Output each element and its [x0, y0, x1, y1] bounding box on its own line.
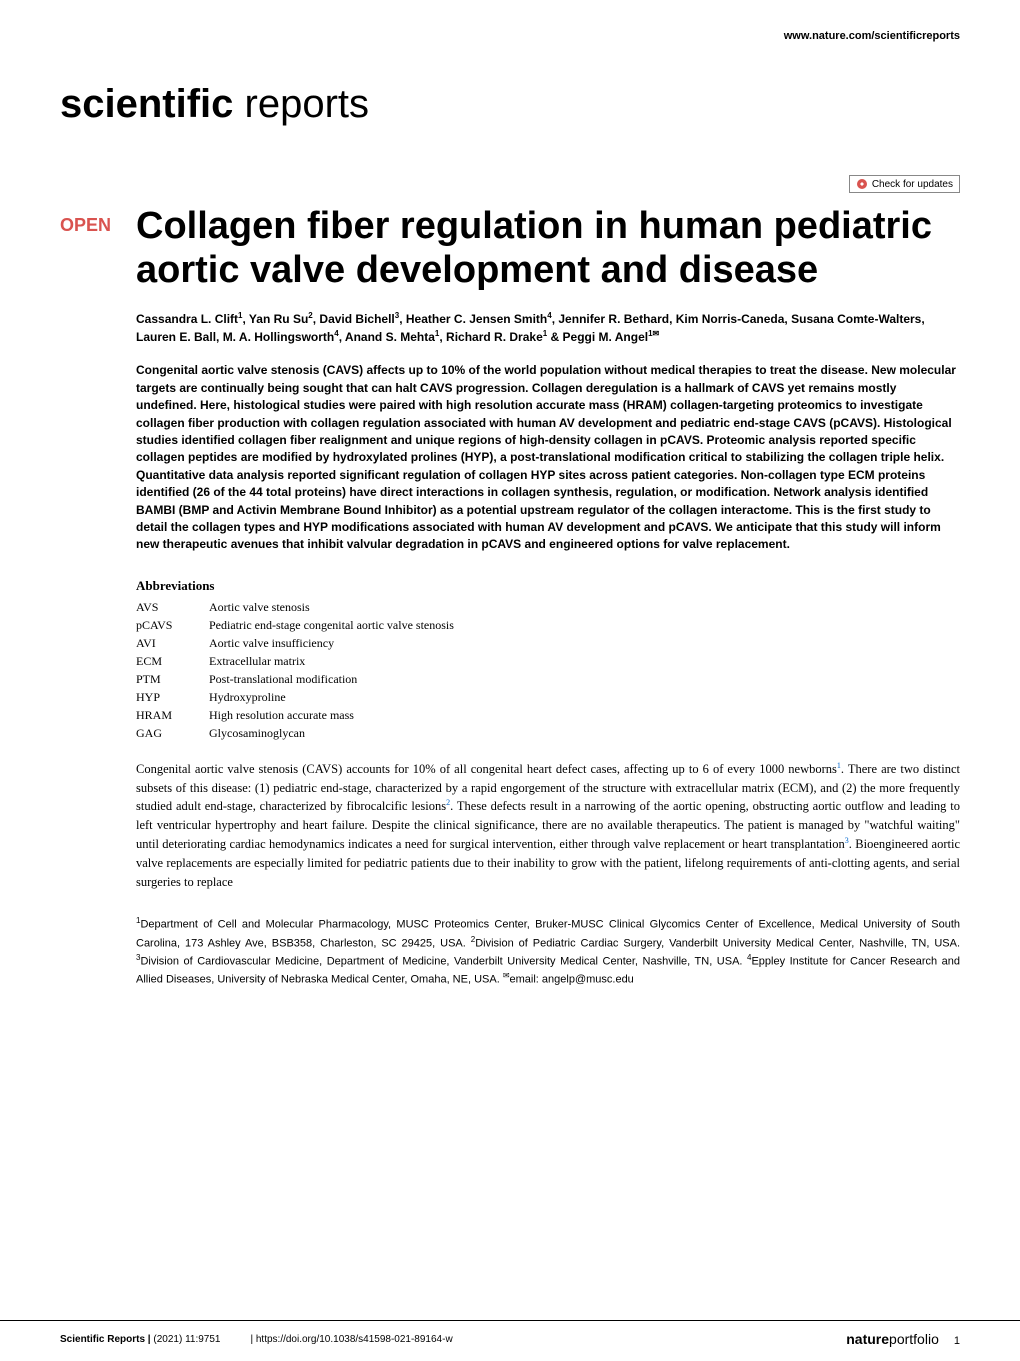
abbrev-val: Aortic valve insufficiency [209, 634, 334, 652]
abbrev-key: HYP [136, 688, 191, 706]
abbrev-row: AVS Aortic valve stenosis [136, 598, 960, 616]
footer-doi[interactable]: | https://doi.org/10.1038/s41598-021-891… [250, 1334, 452, 1345]
portfolio-bold: nature [846, 1331, 889, 1347]
abbrev-val: High resolution accurate mass [209, 706, 354, 724]
abbrev-key: HRAM [136, 706, 191, 724]
abbrev-key: PTM [136, 670, 191, 688]
open-access-badge: OPEN [60, 205, 120, 988]
abbrev-key: AVS [136, 598, 191, 616]
check-updates-label: Check for updates [872, 179, 953, 190]
abbrev-row: HYP Hydroxyproline [136, 688, 960, 706]
article-title: Collagen fiber regulation in human pedia… [136, 205, 960, 292]
footer-page-number: 1 [954, 1335, 960, 1347]
footer-left: Scientific Reports | (2021) 11:9751 | ht… [60, 1334, 453, 1345]
logo-light: reports [233, 82, 369, 126]
abbreviations-table: AVS Aortic valve stenosis pCAVS Pediatric e… [136, 598, 960, 742]
footer-citation: (2021) 11:9751 [153, 1334, 220, 1345]
abbrev-row: HRAM High resolution accurate mass [136, 706, 960, 724]
abbrev-val: Hydroxyproline [209, 688, 286, 706]
abbrev-val: Glycosaminoglycan [209, 724, 305, 742]
abbrev-key: ECM [136, 652, 191, 670]
abbrev-row: pCAVS Pediatric end-stage congenital aort… [136, 616, 960, 634]
authors-list: Cassandra L. Clift1, Yan Ru Su2, David B… [136, 310, 960, 346]
page-footer: Scientific Reports | (2021) 11:9751 | ht… [0, 1320, 1020, 1361]
check-updates-button[interactable]: Check for updates [849, 175, 960, 193]
page-container: www.nature.com/scientificreports scienti… [0, 0, 1020, 1300]
abbreviations-heading: Abbreviations [136, 578, 960, 594]
journal-logo: scientific reports [60, 82, 960, 127]
abbrev-row: PTM Post-translational modification [136, 670, 960, 688]
abbrev-key: AVI [136, 634, 191, 652]
portfolio-light: portfolio [889, 1331, 939, 1347]
article-wrap: OPEN Collagen fiber regulation in human … [60, 205, 960, 988]
abbrev-row: AVI Aortic valve insufficiency [136, 634, 960, 652]
abbrev-row: ECM Extracellular matrix [136, 652, 960, 670]
abbrev-key: pCAVS [136, 616, 191, 634]
affiliations: 1Department of Cell and Molecular Pharma… [136, 915, 960, 988]
footer-right: natureportfolio 1 [846, 1331, 960, 1347]
abbrev-key: GAG [136, 724, 191, 742]
abbrev-row: GAG Glycosaminoglycan [136, 724, 960, 742]
logo-bold: scientific [60, 82, 233, 126]
check-updates-icon [856, 178, 868, 190]
abbrev-val: Aortic valve stenosis [209, 598, 310, 616]
check-updates-wrap: Check for updates [60, 175, 960, 193]
body-paragraph: Congenital aortic valve stenosis (CAVS) … [136, 760, 960, 892]
article-main: Collagen fiber regulation in human pedia… [136, 205, 960, 988]
abbrev-val: Post-translational modification [209, 670, 357, 688]
footer-portfolio: natureportfolio [846, 1331, 943, 1347]
journal-url[interactable]: www.nature.com/scientificreports [60, 30, 960, 42]
footer-journal: Scientific Reports | [60, 1334, 151, 1345]
abbrev-val: Extracellular matrix [209, 652, 305, 670]
abstract: Congenital aortic valve stenosis (CAVS) … [136, 362, 960, 553]
abbrev-val: Pediatric end-stage congenital aortic va… [209, 616, 454, 634]
